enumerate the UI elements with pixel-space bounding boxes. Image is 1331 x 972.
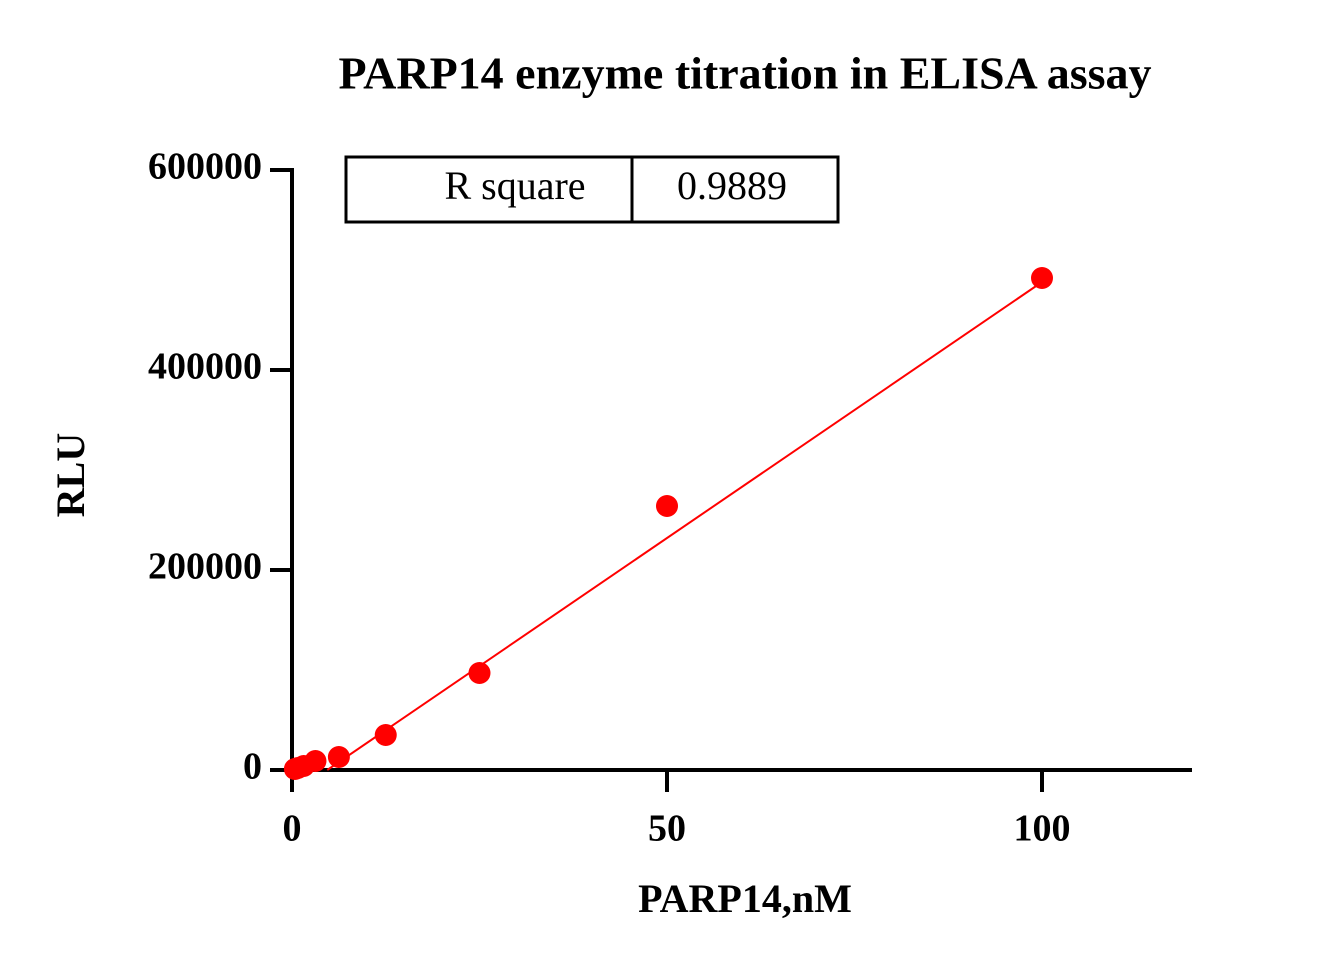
chart-title: PARP14 enzyme titration in ELISA assay <box>338 48 1151 99</box>
x-tick-label: 50 <box>648 808 686 850</box>
x-tick-label: 100 <box>1014 808 1071 850</box>
data-point <box>327 746 350 768</box>
table-value: 0.9889 <box>677 163 787 208</box>
table-label: R square <box>444 163 585 208</box>
data-point <box>656 495 678 517</box>
x-tick-label: 0 <box>283 808 302 850</box>
data-point <box>1031 267 1053 289</box>
y-tick-label: 600000 <box>148 146 262 188</box>
y-tick-label: 0 <box>243 746 262 788</box>
y-tick-label: 400000 <box>148 346 262 388</box>
data-point <box>468 662 491 684</box>
fit-line <box>326 281 1043 771</box>
x-axis-label: PARP14,nM <box>638 876 852 921</box>
y-axis-label: RLU <box>48 433 93 517</box>
data-point <box>374 724 397 746</box>
stats-table <box>344 155 840 224</box>
data-point <box>304 750 327 772</box>
y-tick-label: 200000 <box>148 546 262 588</box>
